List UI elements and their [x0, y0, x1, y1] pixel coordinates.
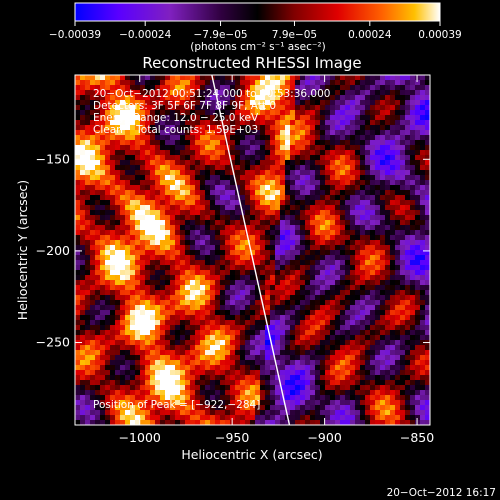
y-tick-label: −200 [36, 243, 70, 258]
heatmap-image [75, 75, 430, 425]
colorbar-tick-label: 7.9e−05 [272, 29, 317, 41]
colorbar-tick-label: −0.00024 [119, 29, 172, 41]
y-tick-label: −150 [36, 151, 70, 166]
colorbar-tick-label: −7.9e−05 [193, 29, 247, 41]
annotation-time-range: 20−Oct−2012 00:51:24.000 to 00:53:36.000 [93, 88, 330, 100]
colorbar-ticks: −0.00039 −0.00024 −7.9e−05 7.9e−05 0.00024 0.… [49, 21, 462, 41]
plot-frame [74, 74, 431, 426]
x-tick-label: −900 [307, 430, 341, 445]
colorbar-tick-label: 0.00024 [348, 29, 392, 41]
chart-title: Reconstructed RHESSI Image [142, 54, 361, 72]
x-tick-label: −1000 [119, 430, 161, 445]
x-axis-label: Heliocentric X (arcsec) [181, 447, 322, 462]
colorbar-unit-label: (photons cm⁻² s⁻¹ asec⁻²) [190, 41, 325, 53]
annotation-detectors: Detectors: 3F 5F 6F 7F 8F 9F, Att 0 [93, 100, 276, 112]
annotation-energy-range: Energy Range: 12.0 − 25.0 keV [93, 112, 259, 124]
y-axis-label: Heliocentric Y (arcsec) [15, 180, 30, 320]
x-tick-label: −950 [215, 430, 249, 445]
x-axis-ticks: −1000 −950 −900 −850 [119, 75, 434, 445]
colorbar-tick-label: 0.00039 [418, 29, 461, 41]
y-tick-label: −250 [36, 335, 70, 350]
colorbar-tick-label: −0.00039 [49, 29, 101, 41]
limb-line [211, 75, 291, 425]
footer-timestamp: 20−Oct−2012 16:17 [387, 487, 496, 499]
y-axis-ticks: −150 −200 −250 [36, 151, 430, 350]
annotation-counts: Clean Total counts: 1.59E+03 [93, 124, 258, 136]
x-tick-label: −850 [400, 430, 434, 445]
colorbar [74, 2, 441, 22]
annotation-peak-position: Position of Peak = [−922,−284] [93, 399, 260, 411]
